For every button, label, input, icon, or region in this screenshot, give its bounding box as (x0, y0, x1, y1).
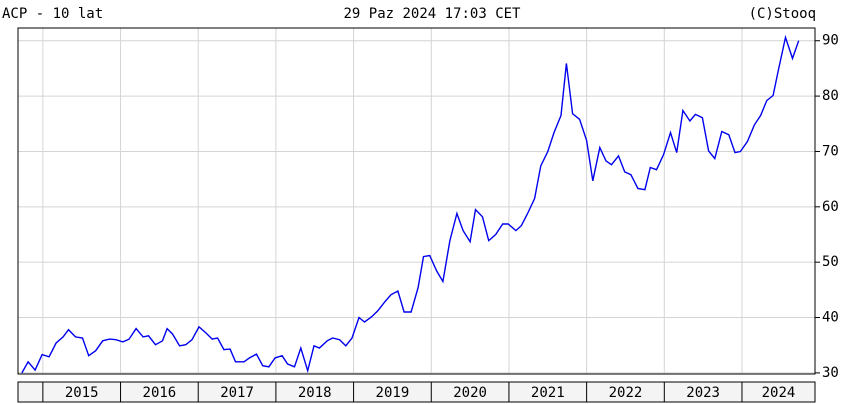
x-tick-label: 2018 (298, 385, 332, 401)
price-line (21, 34, 800, 374)
source: (C)Stooq (749, 6, 816, 22)
plot-frame (17, 27, 816, 375)
y-tick-label: 70 (822, 143, 839, 159)
x-tick-label: 2023 (686, 385, 720, 401)
y-tick-label: 40 (822, 310, 839, 326)
x-tick-label: 2016 (143, 385, 177, 401)
y-tick-label: 30 (822, 365, 839, 381)
x-tick-label: 2024 (762, 385, 796, 401)
y-tick-label: 80 (822, 88, 839, 104)
x-tick-label: 2015 (65, 385, 99, 401)
chart-subtitle: 29 Paz 2024 17:03 CET (343, 6, 521, 22)
y-tick-label: 90 (822, 33, 839, 49)
x-tick-label: 2017 (220, 385, 254, 401)
y-tick-label: 60 (822, 199, 839, 215)
x-tick-label: 2020 (453, 385, 487, 401)
x-axis-strip (17, 381, 816, 403)
x-tick-label: 2019 (376, 385, 410, 401)
chart-title: ACP - 10 lat (2, 6, 103, 22)
y-tick-label: 50 (822, 254, 839, 270)
x-tick-label: 2022 (609, 385, 643, 401)
x-tick-label: 2021 (531, 385, 565, 401)
